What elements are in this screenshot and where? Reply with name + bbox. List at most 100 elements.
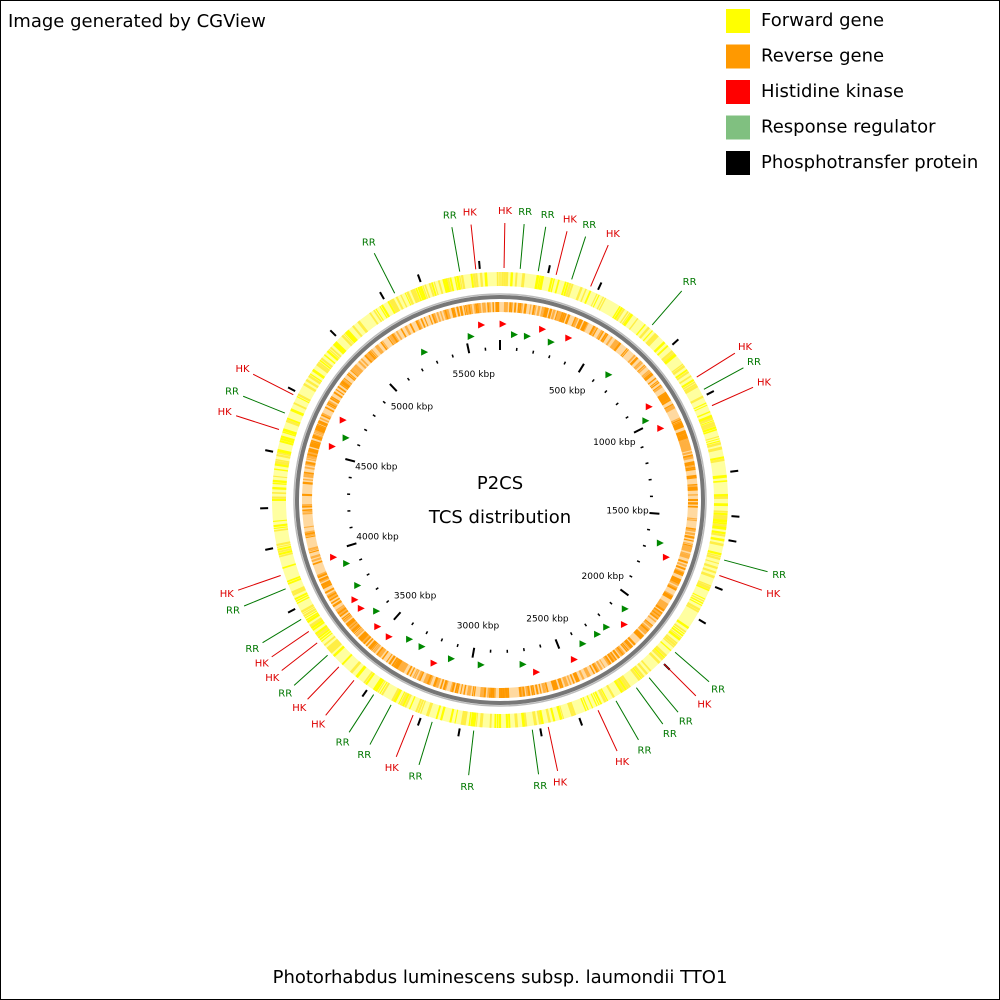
reverse-gene <box>467 685 472 696</box>
forward-gene <box>569 701 577 716</box>
reverse-gene <box>634 361 643 370</box>
reverse-gene <box>554 310 559 321</box>
forward-gene <box>640 659 652 672</box>
reverse-gene <box>612 649 621 659</box>
forward-gene <box>673 623 687 633</box>
reverse-gene <box>342 614 352 621</box>
reverse-gene <box>394 658 402 669</box>
reverse-gene <box>621 642 630 652</box>
reverse-gene <box>358 630 367 640</box>
forward-gene <box>565 282 572 297</box>
forward-gene <box>295 594 309 603</box>
forward-gene <box>398 691 406 705</box>
reverse-gene <box>621 349 629 358</box>
reverse-gene <box>353 626 362 635</box>
callout-label: HK <box>563 215 578 226</box>
forward-gene <box>274 463 289 468</box>
reverse-gene <box>339 609 349 618</box>
center-subtitle: TCS distribution <box>428 507 571 528</box>
callout-line <box>674 651 710 683</box>
reverse-gene <box>536 305 541 316</box>
forward-gene <box>598 297 607 311</box>
forward-gene <box>274 460 290 466</box>
forward-gene <box>559 705 565 720</box>
forward-gene <box>679 375 692 385</box>
reverse-gene <box>687 485 698 488</box>
forward-gene <box>664 635 677 647</box>
tcs-marker <box>467 333 475 341</box>
reverse-gene <box>580 320 587 331</box>
reverse-gene <box>449 681 454 692</box>
reverse-gene <box>680 551 691 556</box>
forward-gene <box>399 692 409 706</box>
reverse-gene <box>391 333 399 343</box>
reverse-gene <box>376 646 384 656</box>
reverse-gene <box>649 612 659 620</box>
reverse-gene <box>372 643 380 653</box>
organism: Photorhabdus luminescens subsp. laumondi… <box>273 967 728 988</box>
forward-gene <box>594 691 603 705</box>
reverse-gene <box>335 604 345 612</box>
forward-gene <box>705 435 720 441</box>
reverse-gene <box>436 678 442 689</box>
reverse-gene <box>518 302 522 314</box>
reverse-gene <box>328 594 339 602</box>
reverse-gene <box>612 341 621 351</box>
forward-gene <box>449 277 455 292</box>
forward-gene <box>296 596 310 605</box>
reverse-gene <box>677 436 689 442</box>
forward-gene <box>328 348 340 359</box>
forward-gene <box>442 278 448 293</box>
forward-gene <box>532 711 538 726</box>
forward-gene <box>694 404 708 412</box>
reverse-gene <box>664 590 674 597</box>
forward-gene <box>444 278 451 293</box>
forward-gene <box>684 384 699 395</box>
callout-line <box>243 588 286 607</box>
reverse-gene <box>550 309 556 320</box>
forward-gene <box>300 604 315 613</box>
forward-gene <box>707 552 722 558</box>
reverse-gene <box>393 658 400 668</box>
forward-gene <box>304 610 318 619</box>
forward-gene <box>406 291 415 306</box>
reverse-gene <box>657 600 668 608</box>
reverse-gene <box>463 684 467 695</box>
forward-gene <box>400 294 408 308</box>
forward-gene <box>706 440 721 446</box>
reverse-gene <box>683 455 694 461</box>
forward-gene <box>305 378 319 389</box>
forward-gene <box>277 547 292 554</box>
callout-label: RR <box>460 782 474 793</box>
reverse-gene <box>305 462 316 467</box>
forward-gene <box>424 284 431 299</box>
reverse-gene <box>675 429 686 435</box>
forward-gene <box>470 712 475 727</box>
reverse-gene <box>681 447 692 453</box>
reverse-gene <box>424 673 431 684</box>
tcs-marker <box>418 643 426 651</box>
forward-gene <box>709 541 724 547</box>
forward-gene <box>402 693 410 707</box>
forward-gene <box>665 634 678 645</box>
reverse-gene <box>310 553 321 560</box>
scale-tick <box>389 383 398 392</box>
reverse-gene <box>680 444 691 450</box>
callout-line <box>590 244 609 287</box>
forward-gene <box>713 510 728 513</box>
forward-gene <box>683 383 697 392</box>
forward-gene <box>276 541 291 547</box>
forward-gene <box>375 308 384 321</box>
reverse-gene <box>544 307 549 318</box>
callout-line <box>503 223 506 269</box>
forward-gene <box>696 584 710 592</box>
forward-gene <box>446 277 453 292</box>
forward-gene <box>691 594 705 602</box>
reverse-gene <box>423 673 430 684</box>
callout-label: RR <box>711 685 725 696</box>
callout-line <box>531 729 540 775</box>
forward-gene <box>316 626 329 637</box>
forward-gene <box>341 653 353 666</box>
reverse-gene <box>387 336 395 346</box>
forward-gene <box>314 624 328 635</box>
